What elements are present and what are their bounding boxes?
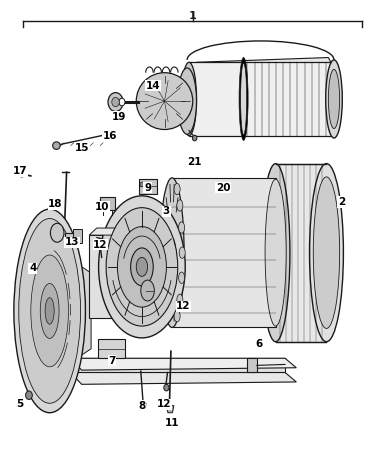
Polygon shape	[89, 228, 144, 235]
Text: 4: 4	[29, 263, 36, 273]
Ellipse shape	[19, 170, 25, 177]
Bar	[139, 179, 157, 194]
Ellipse shape	[174, 183, 180, 195]
Ellipse shape	[31, 255, 68, 367]
Ellipse shape	[177, 200, 183, 211]
Text: 18: 18	[48, 200, 62, 209]
Ellipse shape	[261, 163, 290, 342]
Ellipse shape	[140, 182, 144, 187]
Ellipse shape	[164, 384, 169, 391]
Text: 12: 12	[93, 239, 108, 249]
Polygon shape	[70, 358, 296, 370]
Text: 21: 21	[187, 157, 202, 167]
Ellipse shape	[160, 178, 184, 327]
Ellipse shape	[326, 60, 342, 138]
Bar	[101, 197, 115, 210]
Text: 1: 1	[189, 11, 197, 21]
Text: 12: 12	[176, 301, 191, 311]
Ellipse shape	[181, 62, 197, 136]
Text: 13: 13	[65, 237, 79, 247]
Ellipse shape	[141, 280, 154, 301]
Bar	[65, 233, 77, 245]
Ellipse shape	[177, 294, 183, 305]
Text: 6: 6	[255, 339, 262, 349]
Text: 8: 8	[138, 400, 146, 410]
Text: 11: 11	[165, 418, 179, 428]
Ellipse shape	[99, 196, 185, 338]
Ellipse shape	[108, 93, 123, 112]
Ellipse shape	[40, 284, 59, 338]
Text: 19: 19	[112, 112, 127, 122]
Text: 2: 2	[338, 197, 345, 207]
Ellipse shape	[313, 177, 340, 328]
Ellipse shape	[118, 227, 166, 307]
Ellipse shape	[131, 248, 153, 286]
Polygon shape	[144, 87, 187, 114]
Ellipse shape	[112, 97, 119, 107]
Polygon shape	[172, 178, 276, 327]
Ellipse shape	[239, 57, 248, 141]
Text: 9: 9	[144, 183, 151, 193]
Polygon shape	[140, 403, 146, 409]
Ellipse shape	[19, 218, 81, 403]
Ellipse shape	[53, 142, 60, 150]
Ellipse shape	[328, 69, 340, 129]
Ellipse shape	[178, 68, 197, 134]
Ellipse shape	[179, 247, 185, 258]
Bar	[73, 229, 82, 243]
Bar	[89, 235, 136, 318]
Ellipse shape	[310, 163, 343, 342]
Ellipse shape	[265, 179, 286, 326]
Text: 5: 5	[17, 399, 24, 409]
Ellipse shape	[192, 135, 197, 141]
Text: 17: 17	[13, 166, 28, 176]
Text: 20: 20	[215, 183, 230, 193]
Ellipse shape	[136, 73, 193, 130]
Ellipse shape	[50, 223, 64, 242]
Ellipse shape	[168, 238, 176, 267]
Ellipse shape	[119, 98, 125, 106]
Ellipse shape	[240, 63, 246, 135]
Text: 15: 15	[74, 142, 89, 152]
Bar	[189, 62, 332, 136]
Polygon shape	[166, 406, 174, 413]
Text: 14: 14	[146, 81, 161, 91]
Text: 16: 16	[103, 131, 117, 141]
Ellipse shape	[26, 391, 33, 399]
Text: 12: 12	[157, 399, 172, 409]
Ellipse shape	[14, 209, 85, 413]
Ellipse shape	[136, 257, 147, 276]
Ellipse shape	[178, 272, 184, 284]
Ellipse shape	[45, 298, 54, 324]
Text: 10: 10	[95, 202, 110, 212]
Polygon shape	[70, 372, 296, 384]
Polygon shape	[189, 57, 336, 72]
Text: 7: 7	[108, 356, 116, 366]
Polygon shape	[247, 358, 257, 372]
Ellipse shape	[178, 222, 184, 233]
Polygon shape	[98, 339, 125, 358]
Polygon shape	[70, 358, 285, 372]
Ellipse shape	[174, 311, 180, 322]
Text: 3: 3	[163, 207, 170, 217]
Ellipse shape	[106, 208, 178, 326]
Polygon shape	[55, 249, 91, 372]
Polygon shape	[276, 164, 327, 342]
